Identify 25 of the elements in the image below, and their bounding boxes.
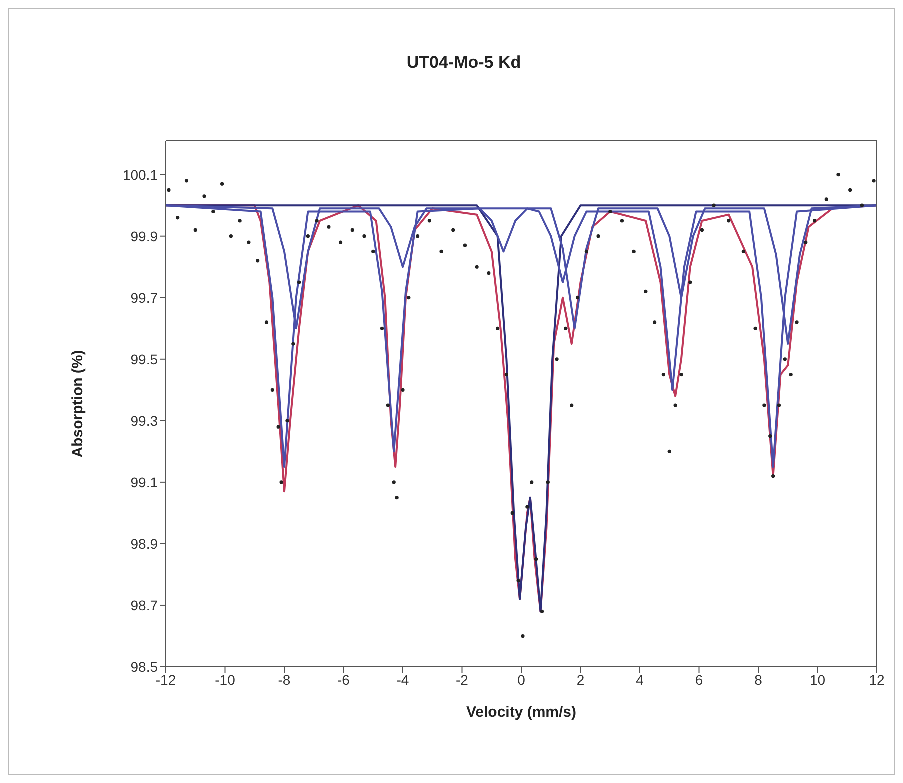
x-tick-label: -2 — [456, 672, 469, 688]
x-tick-label: 8 — [754, 672, 763, 688]
x-tick-label: -10 — [215, 672, 236, 688]
y-tick-label: 99.7 — [130, 290, 158, 306]
y-axis-title: Absorption (%) — [69, 350, 86, 458]
x-tick-label: -4 — [396, 672, 410, 688]
y-tick-label: 98.5 — [130, 658, 158, 675]
y-tick-label: 98.9 — [130, 536, 158, 552]
y-tick-label: 98.7 — [130, 597, 158, 614]
x-tick-label: 12 — [869, 672, 885, 688]
y-tick-label: 99.9 — [130, 228, 158, 244]
x-tick-label: 6 — [695, 672, 704, 688]
x-tick-label: 4 — [636, 672, 644, 688]
y-tick-label: 99.3 — [130, 412, 158, 429]
x-tick-label: -8 — [278, 672, 291, 688]
x-tick-label: -12 — [156, 672, 176, 688]
x-tick-label: -6 — [338, 672, 350, 688]
x-tick-label: 10 — [810, 672, 826, 688]
chart-title: UT04-Mo-5 Kd — [406, 53, 522, 73]
y-tick-label: 99.5 — [130, 351, 158, 368]
x-axis-title: Velocity (mm/s) — [466, 704, 577, 721]
y-tick-label: 100.1 — [122, 166, 158, 183]
x-tick-label: 2 — [576, 672, 585, 688]
y-tick-label: 99.1 — [130, 474, 158, 490]
x-tick-label: 0 — [518, 672, 526, 688]
